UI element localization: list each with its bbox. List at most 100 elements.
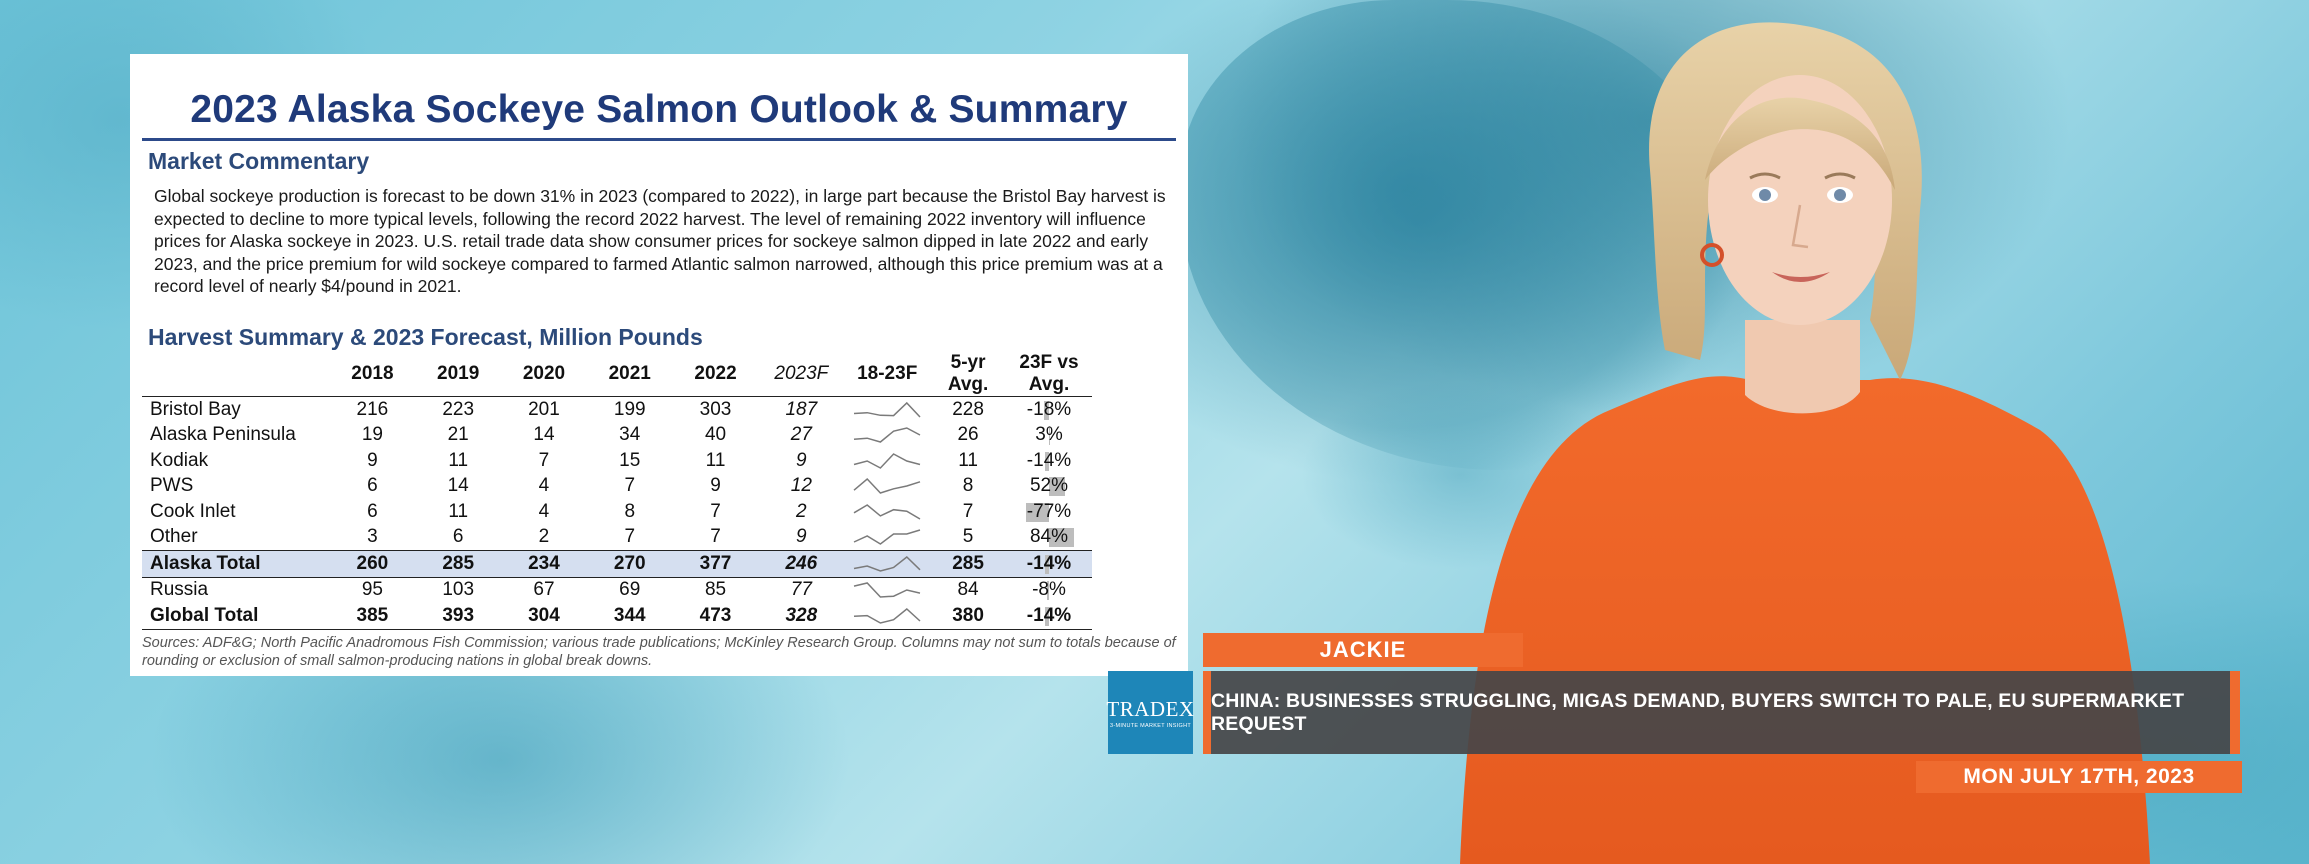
table-row: Other 3 6 2 7 7 9 5 84%	[142, 525, 1092, 551]
value-cell: 19	[361, 424, 383, 446]
column-header: 23F vs Avg.	[1019, 352, 1079, 395]
sparkline-chart	[854, 582, 921, 599]
avg-cell: 285	[952, 552, 984, 574]
table-row: Cook Inlet 6 11 4 8 7 2 7 -77%	[142, 499, 1092, 525]
avg-cell: 26	[957, 424, 979, 446]
sparkline-chart	[853, 478, 921, 495]
column-header: 2023F	[774, 363, 829, 384]
value-cell: 67	[533, 579, 555, 601]
vs-avg-bar	[1048, 426, 1050, 446]
value-cell: 21	[447, 424, 469, 446]
column-header: 2022	[694, 363, 737, 384]
sparkline-cell	[844, 525, 930, 551]
avg-cell: 8	[962, 475, 974, 497]
vs-avg-cell: -8%	[1032, 579, 1066, 601]
value-cell: 4	[538, 475, 550, 497]
vs-avg-bar	[1048, 528, 1075, 548]
market-commentary-text: Global sockeye production is forecast to…	[154, 186, 1166, 296]
sparkline-trend	[854, 582, 921, 599]
value-cell: 40	[704, 424, 727, 446]
value-cell: 27	[790, 424, 812, 446]
column-header: 2020	[522, 363, 566, 384]
avg-cell: 11	[958, 449, 978, 471]
value-cell: 303	[699, 398, 732, 420]
table-row: Alaska Peninsula 19 21 14 34 40 27 26 3%	[142, 423, 1092, 449]
sparkline-cell	[844, 551, 930, 578]
sparkline-chart	[853, 503, 921, 520]
column-header: 2018	[351, 363, 394, 384]
vs-avg-bar	[1044, 606, 1049, 626]
value-cell: 260	[356, 552, 389, 574]
sparkline-chart	[854, 401, 921, 418]
vs-avg-cell: 84%	[1006, 525, 1092, 551]
market-commentary-heading: Market Commentary	[148, 148, 370, 174]
table-row: Alaska Total 260 285 234 270 377 246 285 -14%	[142, 550, 1092, 578]
region-cell: Other	[150, 526, 198, 548]
value-cell: 473	[699, 604, 732, 626]
vs-avg-bar	[1043, 400, 1049, 420]
sparkline-cell	[844, 577, 930, 603]
sparkline-cell	[844, 423, 930, 449]
region-cell: Bristol Bay	[150, 398, 241, 420]
sparkline-chart	[854, 555, 921, 572]
vs-avg-bar	[1044, 451, 1049, 471]
value-cell: 393	[442, 604, 475, 626]
sparkline-cell	[844, 499, 930, 525]
value-cell: 34	[619, 424, 641, 446]
value-cell: 9	[796, 449, 807, 471]
value-cell: 7	[624, 475, 636, 497]
value-cell: 9	[710, 475, 721, 497]
region-cell: PWS	[150, 475, 194, 497]
value-cell: 9	[796, 526, 807, 548]
value-cell: 246	[785, 552, 818, 574]
avg-cell: 84	[957, 579, 979, 601]
value-cell: 234	[528, 552, 560, 574]
value-cell: 95	[361, 579, 383, 601]
tradex-logo: TRADEX 3-MINUTE MARKET INSIGHT	[1106, 671, 1195, 754]
column-header: 18-23F	[857, 363, 918, 384]
region-cell: Kodiak	[150, 449, 209, 471]
vs-avg-bar	[1048, 477, 1065, 497]
sparkline-trend	[853, 529, 921, 546]
headline-ticker: CHINA: BUSINESSES STRUGGLING, MIGAS DEMA…	[1203, 671, 2240, 754]
value-cell: 285	[442, 552, 475, 574]
logo-text: TRADEX	[1106, 696, 1195, 721]
value-cell: 187	[785, 398, 818, 420]
value-cell: 270	[613, 552, 646, 574]
value-cell: 77	[790, 579, 812, 601]
table-body: Bristol Bay 216 223 201 199 303 187 228 -18% Alas…	[142, 397, 1092, 629]
table-row: PWS 6 14 4 7 9 12 8 52%	[142, 474, 1092, 500]
sparkline-chart	[854, 452, 921, 469]
value-cell: 7	[710, 526, 721, 548]
sparkline-cell	[844, 603, 930, 629]
value-cell: 2	[796, 500, 807, 522]
avg-cell: 7	[962, 500, 974, 522]
region-cell: Alaska Peninsula	[150, 424, 296, 446]
sparkline-trend	[854, 452, 921, 469]
column-header: 2019	[437, 363, 480, 384]
value-cell: 7	[710, 500, 721, 522]
table-row: Global Total 385 393 304 344 473 328 380 -14%	[142, 603, 1092, 629]
value-cell: 377	[699, 552, 732, 574]
sparkline-trend	[853, 478, 921, 495]
vs-avg-cell: -14%	[1026, 604, 1072, 626]
vs-avg-cell: -77%	[1025, 500, 1072, 522]
sparkline-chart	[853, 529, 921, 546]
sparkline-trend	[854, 607, 921, 624]
region-cell: Alaska Total	[150, 552, 261, 574]
table-row: Bristol Bay 216 223 201 199 303 187 228 -18%	[142, 397, 1092, 423]
vs-avg-bar	[1044, 554, 1049, 574]
sparkline-cell	[844, 474, 930, 500]
value-cell: 14	[533, 424, 555, 446]
value-cell: 6	[367, 475, 378, 497]
sparkline-trend	[854, 555, 921, 572]
sparkline-trend	[854, 427, 921, 444]
harvest-table: 2018 2019 2020 2021 2022 2023F 18-23F 5-yr Avg.…	[142, 352, 1092, 630]
background-map-shape	[1180, 0, 1740, 470]
presenter-name-bar: JACKIE	[1203, 633, 1523, 667]
avg-cell: 228	[952, 398, 984, 420]
table-row: Kodiak 9 11 7 15 11 9 11 -14%	[142, 448, 1092, 474]
region-cell: Cook Inlet	[150, 500, 236, 522]
value-cell: 328	[785, 604, 818, 626]
value-cell: 344	[613, 604, 646, 626]
